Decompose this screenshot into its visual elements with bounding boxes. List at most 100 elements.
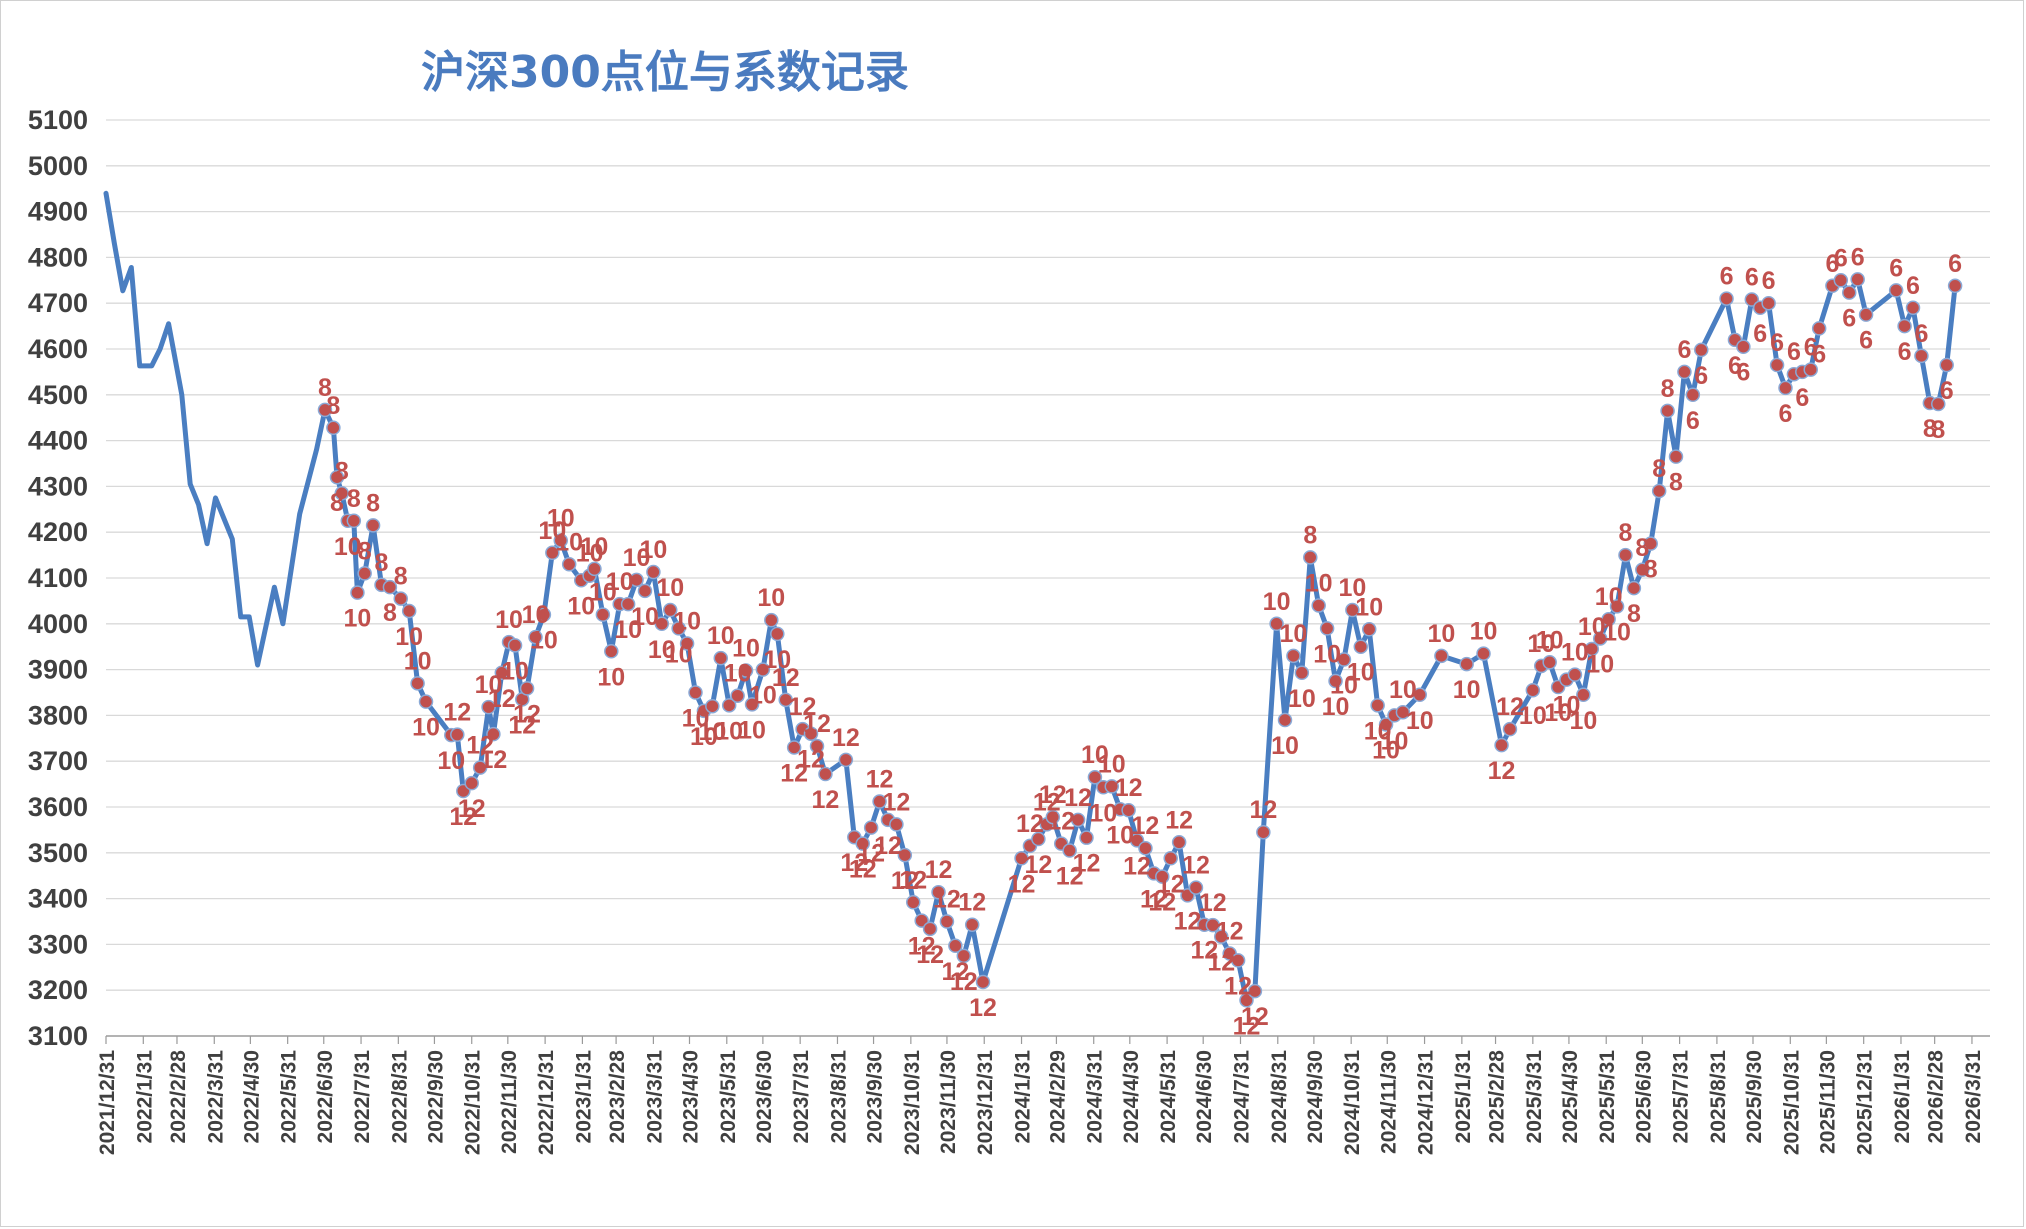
data-label-191: 6 [1889,254,1903,282]
data-label-145: 10 [1381,727,1409,755]
data-label-54: 10 [576,540,604,568]
data-label-135: 8 [1303,521,1317,549]
data-point-143 [1370,698,1385,713]
data-point-131 [1269,616,1284,632]
data-label-94: 12 [916,941,944,969]
data-label-29: 8 [366,489,380,517]
data-label-114: 12 [1115,774,1143,802]
data-point-119 [1163,851,1178,866]
data-label-152: 12 [1496,693,1524,721]
data-point-99 [964,917,980,932]
data-label-175: 6 [1728,352,1742,380]
data-point-71 [721,698,737,713]
data-label-88: 12 [866,766,894,794]
x-tick-label-51: 2026/3/31 [1962,1050,1985,1144]
x-tick-label-48: 2025/12/31 [1854,1050,1877,1155]
data-point-82 [809,738,825,754]
y-tick-label-3300: 3300 [28,929,88,959]
data-point-162 [1601,611,1616,627]
data-label-121: 12 [1174,907,1202,935]
data-label-93: 12 [908,933,936,961]
data-point-153 [1525,682,1541,698]
x-tick-label-43: 2025/7/31 [1670,1050,1693,1144]
data-label-46: 12 [508,711,536,739]
x-tick-label-50: 2026/2/28 [1925,1050,1948,1144]
data-point-184 [1803,362,1818,377]
data-label-167: 8 [1644,556,1658,584]
x-tick-label-46: 2025/10/31 [1780,1050,1803,1155]
data-point-77 [770,626,785,642]
x-tick-label-45: 2025/9/30 [1743,1050,1766,1143]
data-label-169: 8 [1661,375,1675,403]
data-label-116: 12 [1132,812,1160,840]
data-label-196: 8 [1931,416,1945,444]
y-axis: 3100 3200 3300 3400 3500 3600 3700 3800 3900 4000… [28,105,88,1051]
x-tick-label-4: 2022/4/30 [240,1050,263,1143]
data-label-187: 6 [1834,244,1848,272]
data-point-198 [1947,278,1963,294]
data-point-84 [838,752,854,768]
data-label-40: 12 [466,732,494,760]
x-tick-label-38: 2025/2/28 [1486,1050,1509,1144]
data-label-87: 12 [857,840,885,868]
y-tick-label-4200: 4200 [28,517,88,547]
data-label-97: 12 [941,958,969,986]
data-point-61 [637,583,653,599]
data-label-172: 6 [1686,407,1700,435]
data-point-174 [1719,291,1734,306]
data-point-27 [350,585,365,600]
data-point-23 [329,469,345,485]
data-label-186: 6 [1825,250,1839,278]
data-label-66: 10 [673,607,701,635]
data-point-149 [1459,656,1474,672]
data-point-147 [1412,687,1427,703]
data-label-118: 12 [1148,889,1176,917]
data-point-107 [1062,843,1077,858]
data-label-44: 10 [495,606,523,634]
data-label-38: 12 [449,803,477,831]
data-label-146: 10 [1389,676,1417,704]
data-label-190: 6 [1859,327,1873,355]
data-markers [317,272,1963,1008]
data-label-73: 10 [732,635,760,663]
data-label-76: 10 [757,584,785,612]
data-point-133 [1286,648,1301,664]
data-label-33: 10 [395,623,423,651]
data-point-24 [334,486,350,501]
data-point-64 [662,602,678,618]
data-label-137: 10 [1313,640,1341,668]
data-label-21: 8 [318,374,332,402]
data-point-48 [528,629,543,645]
data-label-53: 10 [567,592,595,620]
data-point-76 [764,612,779,628]
data-point-181 [1778,380,1793,396]
x-tick-label-41: 2025/5/31 [1596,1050,1619,1144]
data-point-97 [948,938,963,954]
data-label-108: 12 [1064,784,1092,812]
data-label-120: 12 [1165,806,1193,834]
data-point-62 [646,564,661,580]
data-label-112: 10 [1098,750,1126,778]
data-label-125: 12 [1207,949,1235,977]
data-label-184: 6 [1804,334,1818,362]
x-tick-label-22: 2023/10/31 [901,1050,924,1155]
data-point-165 [1626,580,1642,596]
x-tick-label-20: 2023/8/31 [827,1050,850,1144]
x-tick-label-23: 2023/11/30 [937,1050,960,1154]
data-point-81 [803,726,819,741]
data-label-51: 10 [547,504,575,532]
data-point-166 [1635,562,1650,578]
data-point-70 [713,650,729,666]
x-tick-label-18: 2023/6/30 [753,1050,776,1143]
data-point-47 [519,681,535,696]
x-tick-label-33: 2024/9/30 [1304,1050,1327,1143]
y-tick-label-3100: 3100 [28,1021,88,1051]
data-point-189 [1850,272,1865,287]
data-label-197: 6 [1940,377,1954,405]
data-point-122 [1188,880,1204,895]
data-point-35 [418,694,434,709]
data-point-194 [1914,348,1929,364]
data-label-117: 12 [1140,885,1168,913]
data-point-88 [872,794,887,809]
